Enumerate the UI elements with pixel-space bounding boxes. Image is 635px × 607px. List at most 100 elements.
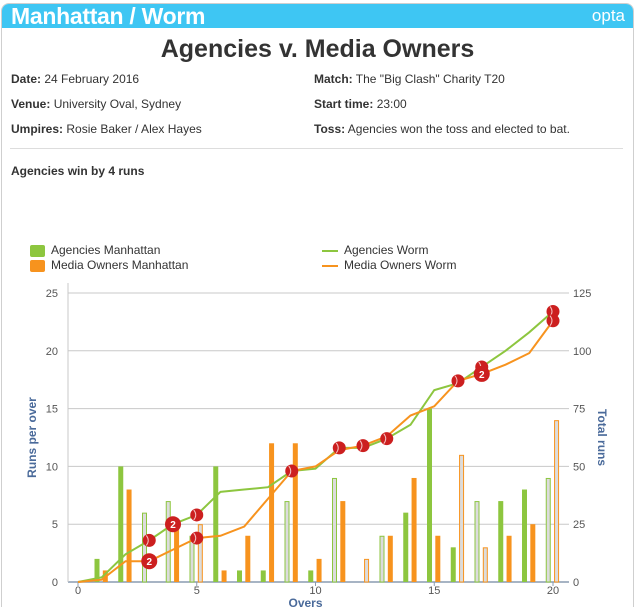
start-value: 23:00 — [376, 97, 407, 111]
bar-agencies-over-13 — [379, 535, 385, 583]
y-right-axis-label: Total runs — [595, 409, 609, 466]
x-axis-label: Overs — [288, 596, 322, 607]
bar-media-over-16 — [459, 454, 465, 583]
opta-logo: opta — [591, 6, 625, 25]
start-info: Start time: 23:00 — [314, 97, 407, 111]
legend-agencies-worm[interactable]: Agencies Worm — [322, 243, 428, 257]
match-info: Match: The "Big Clash" Charity T20 — [314, 72, 505, 86]
y-left-axis-label: Runs per over — [25, 397, 39, 478]
y-right-tick-label: 25 — [573, 519, 585, 531]
ball-seam — [454, 375, 458, 387]
bar-agencies-over-1 — [94, 558, 100, 582]
x-tick-label: 10 — [309, 585, 321, 597]
toss-label: Toss: — [314, 122, 346, 136]
wicket-count: 2 — [146, 557, 152, 568]
ball-seam — [383, 433, 387, 444]
date-label: Date: — [11, 72, 42, 86]
y-left-tick-label: 25 — [46, 288, 58, 300]
ball-seam — [335, 442, 339, 454]
venue-label: Venue: — [11, 97, 51, 111]
cricket-ball-icon — [285, 464, 299, 478]
y-right-tick-label: 50 — [573, 461, 585, 473]
cricket-ball-icon — [451, 374, 465, 388]
bar-media-over-15 — [435, 535, 441, 582]
ball-seam — [193, 509, 197, 521]
bar-agencies-over-19 — [522, 489, 527, 582]
wicket-count: 2 — [479, 370, 485, 381]
venue-value: University Oval, Sydney — [53, 97, 182, 111]
date-value: 24 February 2016 — [44, 72, 140, 86]
bar-agencies-over-10 — [308, 570, 314, 582]
bar-media-over-13 — [387, 535, 393, 582]
cricket-ball-icon — [332, 441, 346, 455]
y-right-tick-label: 100 — [573, 346, 591, 358]
bar-agencies-over-17 — [474, 501, 480, 583]
bar-agencies-over-11 — [332, 477, 337, 583]
match-label: Match: — [314, 72, 353, 86]
cricket-ball-icon — [190, 508, 204, 522]
legend-media-manhattan[interactable]: Media Owners Manhattan — [30, 258, 188, 272]
legend-agencies-manhattan[interactable]: Agencies Manhattan — [30, 243, 160, 257]
bar-agencies-over-20 — [545, 477, 551, 583]
y-left-tick-label: 10 — [46, 461, 58, 473]
cricket-ball-icon — [546, 304, 560, 318]
match-title: Agencies v. Media Owners — [160, 35, 475, 63]
green-swatch-icon — [30, 244, 45, 257]
legend-label: Agencies Worm — [344, 243, 429, 257]
cricket-ball-icon — [142, 533, 156, 547]
y-left-tick-label: 5 — [52, 519, 58, 531]
match-result: Agencies win by 4 runs — [11, 164, 145, 178]
x-tick-label: 5 — [194, 585, 200, 597]
bar-agencies-over-16 — [450, 547, 456, 582]
bar-media-over-7 — [245, 535, 251, 582]
cricket-ball-icon — [380, 432, 394, 446]
panel: Manhattan / Worm opta — [1, 3, 634, 607]
bar-agencies-over-15 — [427, 408, 432, 582]
bar-agencies-over-3 — [142, 512, 147, 583]
bar-media-over-19 — [530, 524, 536, 582]
bar-media-over-11 — [340, 501, 346, 582]
legend-label: Agencies Manhattan — [51, 243, 161, 257]
bar-media-over-20 — [554, 420, 560, 583]
wicket-badge — [141, 553, 158, 570]
ball-seam — [549, 315, 553, 327]
cricket-ball-icon — [190, 531, 204, 545]
header-bar: Manhattan / Worm opta — [2, 4, 633, 28]
x-tick-label: 0 — [75, 585, 81, 597]
x-tick-label: 20 — [547, 585, 559, 597]
divider — [10, 148, 623, 149]
ball-seam — [145, 535, 149, 546]
bar-media-over-2 — [126, 489, 132, 582]
y-left-tick-label: 20 — [46, 346, 58, 358]
bar-agencies-over-14 — [403, 512, 409, 582]
venue-info: Venue: University Oval, Sydney — [11, 97, 181, 111]
bar-media-over-18 — [506, 535, 512, 582]
legend-media-worm[interactable]: Media Owners Worm — [322, 258, 456, 272]
worm-line-media — [77, 320, 554, 583]
cricket-ball-icon — [546, 314, 560, 328]
wicket-badge — [165, 516, 181, 533]
bar-agencies-over-6 — [213, 466, 219, 582]
y-left-tick-label: 0 — [52, 577, 58, 589]
wicket-count: 2 — [170, 520, 176, 531]
widget-title: Manhattan / Worm — [11, 3, 206, 29]
ball-seam — [359, 440, 363, 451]
bar-media-over-10 — [316, 558, 322, 582]
match-value: The "Big Clash" Charity T20 — [355, 72, 505, 86]
bar-media-over-9 — [292, 443, 298, 582]
y-right-tick-label: 0 — [573, 577, 579, 589]
legend-label: Media Owners Manhattan — [51, 258, 189, 272]
y-right-tick-label: 75 — [573, 404, 585, 416]
toss-value: Agencies won the toss and elected to bat… — [347, 122, 570, 136]
orange-swatch-icon — [30, 259, 45, 272]
x-tick-label: 15 — [428, 585, 440, 597]
bar-agencies-over-18 — [498, 501, 504, 582]
y-right-tick-label: 125 — [573, 288, 591, 300]
umpires-label: Umpires: — [11, 122, 64, 136]
y-left-tick-label: 15 — [46, 404, 58, 416]
wicket-badge — [473, 365, 490, 382]
bar-agencies-over-2 — [118, 466, 124, 582]
start-label: Start time: — [314, 97, 374, 111]
